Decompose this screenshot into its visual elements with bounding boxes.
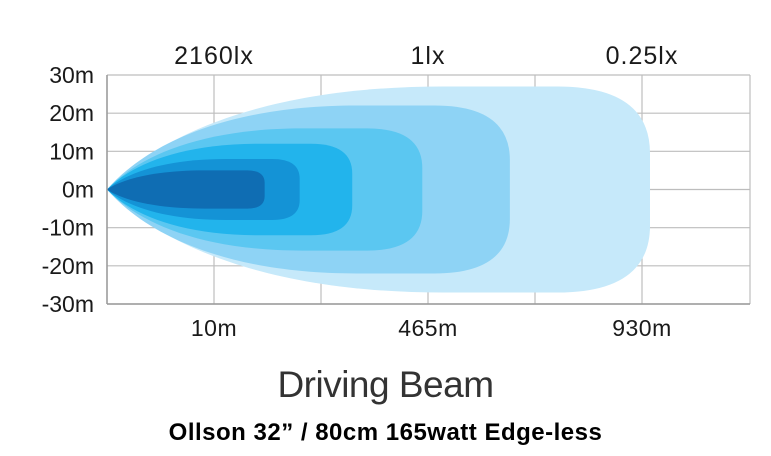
y-tick-label: 10m xyxy=(49,138,94,164)
lux-label: 0.25lx xyxy=(606,42,679,70)
chart-title: Driving Beam xyxy=(277,364,494,405)
y-tick-label: -30m xyxy=(42,291,94,317)
y-tick-label: -20m xyxy=(42,253,94,279)
beam-contours xyxy=(107,86,650,293)
lux-label: 1lx xyxy=(411,42,446,70)
x-tick-label: 930m xyxy=(612,315,672,341)
y-tick-label: 0m xyxy=(62,177,94,203)
x-tick-label: 465m xyxy=(398,315,458,341)
chart-subtitle: Ollson 32” / 80cm 165watt Edge-less xyxy=(168,419,603,446)
beam-contour-6 xyxy=(107,170,265,209)
x-tick-label: 10m xyxy=(191,315,237,341)
plot-frame xyxy=(106,75,750,305)
axis-labels: 30m 20m 10m 0m -10m -20m -30m 2160lx 1lx 0.25lx 10… xyxy=(42,42,679,341)
y-tick-label: 20m xyxy=(49,100,94,126)
lux-label: 2160lx xyxy=(174,42,254,70)
y-tick-label: 30m xyxy=(49,62,94,88)
y-tick-label: -10m xyxy=(42,215,94,241)
